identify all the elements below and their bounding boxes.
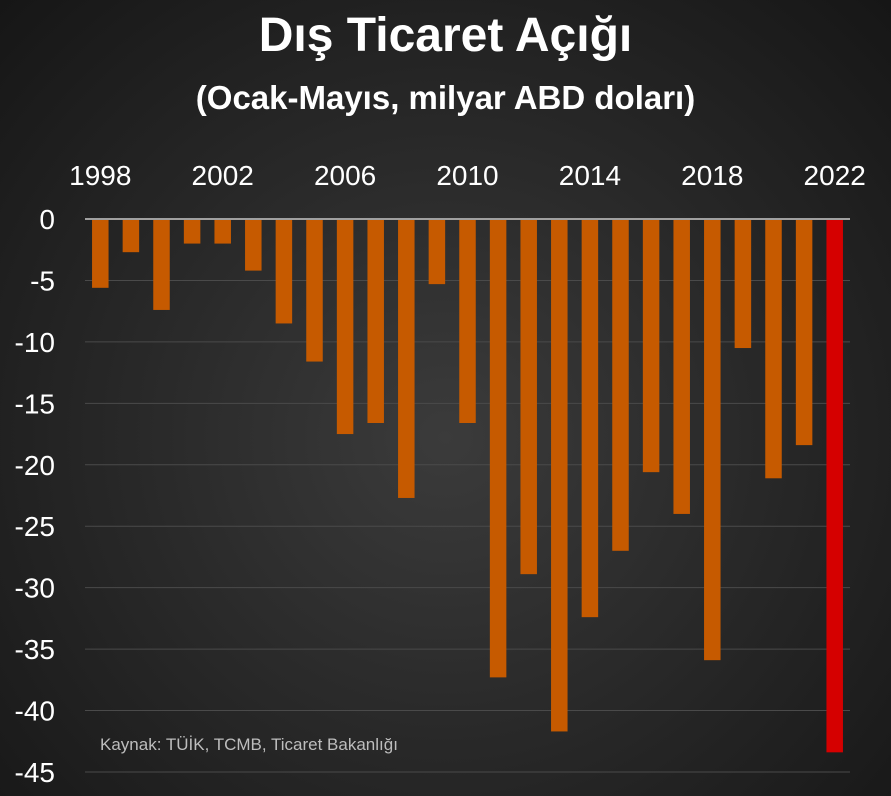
y-tick-label: -15	[15, 388, 55, 419]
bar-2004	[275, 219, 293, 324]
y-tick-label: -20	[15, 450, 55, 481]
y-tick-label: -10	[15, 327, 55, 358]
bar-2018	[704, 219, 721, 661]
x-axis-ticks: 1998 2002 2006 2010 2014 2018 2022	[69, 160, 866, 191]
bar-2021	[795, 219, 813, 446]
y-tick-label: -25	[15, 511, 55, 542]
bar-2013	[551, 219, 568, 732]
bar-2022	[826, 219, 843, 753]
bar-2017	[673, 219, 690, 514]
bar-2011	[489, 219, 507, 678]
y-tick-label: 0	[39, 204, 55, 235]
bar-2007	[367, 219, 384, 423]
bar-2012	[520, 219, 537, 575]
bar-2009	[428, 219, 446, 285]
y-tick-label: -40	[15, 696, 55, 727]
x-tick-label: 2002	[192, 160, 254, 191]
bar-2001	[183, 219, 201, 244]
y-tick-label: -35	[15, 634, 55, 665]
bar-2008	[398, 219, 415, 498]
bar-2002	[214, 219, 231, 244]
source-note: Kaynak: TÜİK, TCMB, Ticaret Bakanlığı	[100, 735, 398, 754]
bar-2010	[459, 219, 476, 423]
x-tick-label: 2010	[436, 160, 498, 191]
x-tick-label: 2006	[314, 160, 376, 191]
bar-2005	[306, 219, 323, 362]
bar-2020	[765, 219, 782, 479]
x-tick-label: 1998	[69, 160, 131, 191]
y-tick-label: -30	[15, 573, 55, 604]
bar-2006	[336, 219, 354, 435]
x-tick-label: 2022	[804, 160, 866, 191]
bar-2016	[642, 219, 660, 473]
bar-2014	[581, 219, 599, 618]
chart-title: Dış Ticaret Açığı	[258, 9, 633, 62]
y-tick-label: -5	[30, 265, 55, 296]
bar-2003	[245, 219, 262, 271]
bar-1998	[92, 219, 109, 288]
bar-1999	[122, 219, 140, 253]
bar-2000	[153, 219, 170, 310]
bar-2019	[734, 219, 752, 349]
y-tick-label: -45	[15, 757, 55, 788]
bars	[92, 219, 843, 753]
y-axis-ticks: 0 -5 -10 -15 -20 -25 -30 -35 -40 -45	[15, 204, 55, 788]
bar-2015	[612, 219, 629, 551]
chart-subtitle: (Ocak-Mayıs, milyar ABD doları)	[195, 79, 696, 116]
x-tick-label: 2018	[681, 160, 743, 191]
x-tick-label: 2014	[559, 160, 621, 191]
